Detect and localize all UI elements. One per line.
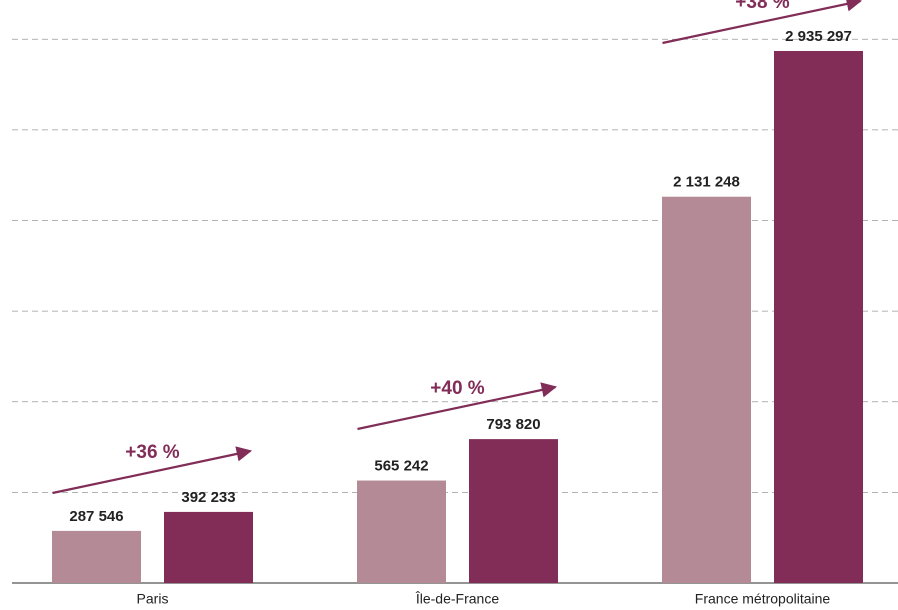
annotation: +40 % (430, 378, 485, 399)
bar (164, 511, 253, 583)
arrow (357, 382, 558, 431)
arrow (662, 0, 863, 45)
x-tick-label: France métropolitaine (695, 591, 831, 607)
bar (662, 196, 751, 583)
value-label: 565 242 (374, 458, 428, 475)
bar (774, 50, 863, 583)
value-label: 287 546 (69, 508, 123, 525)
annotation: +38 % (735, 0, 790, 13)
bar (52, 530, 141, 583)
x-tick-label: Île-de-France (415, 591, 499, 607)
value-label: 392 233 (181, 489, 235, 506)
bar (357, 480, 446, 583)
bar (469, 439, 558, 583)
annotation: +36 % (125, 442, 180, 463)
x-tick-label: Paris (137, 591, 169, 607)
value-label: 793 820 (486, 416, 540, 433)
arrow (52, 446, 253, 495)
value-label: 2 131 248 (673, 174, 740, 191)
value-label: 2 935 297 (785, 28, 852, 45)
